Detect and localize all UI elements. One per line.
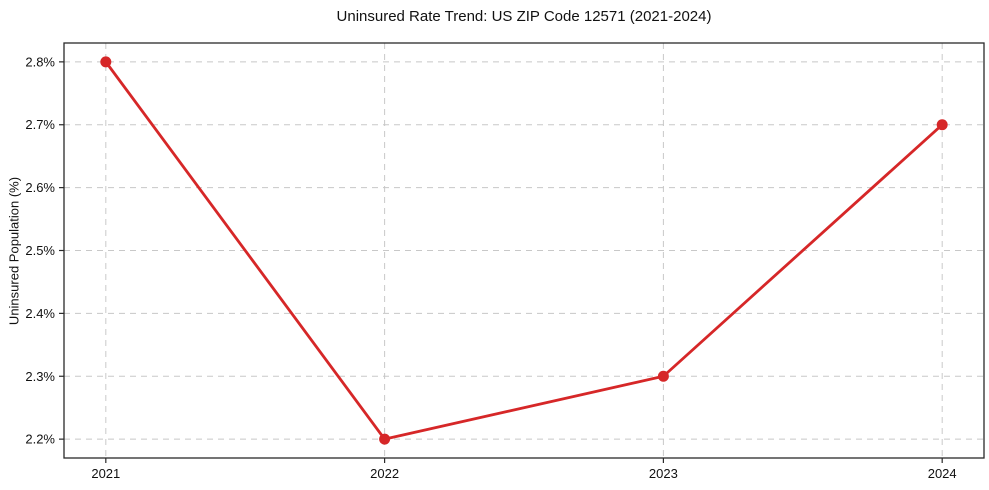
x-tick-label: 2022 xyxy=(370,466,399,481)
x-tick-label: 2021 xyxy=(91,466,120,481)
data-point-2021 xyxy=(100,56,112,68)
data-point-2022 xyxy=(379,433,391,445)
y-tick-label: 2.2% xyxy=(25,432,55,447)
data-point-2024 xyxy=(936,119,948,131)
y-tick-label: 2.7% xyxy=(25,117,55,132)
x-tick-label: 2024 xyxy=(928,466,957,481)
x-tick-label: 2023 xyxy=(649,466,678,481)
y-tick-label: 2.5% xyxy=(25,243,55,258)
y-tick-label: 2.8% xyxy=(25,54,55,69)
data-point-2023 xyxy=(657,370,669,382)
y-tick-label: 2.3% xyxy=(25,369,55,384)
chart-title: Uninsured Rate Trend: US ZIP Code 12571 … xyxy=(336,8,712,25)
y-tick-label: 2.6% xyxy=(25,180,55,195)
trend-line xyxy=(104,60,944,441)
y-tick-label: 2.4% xyxy=(25,306,55,321)
